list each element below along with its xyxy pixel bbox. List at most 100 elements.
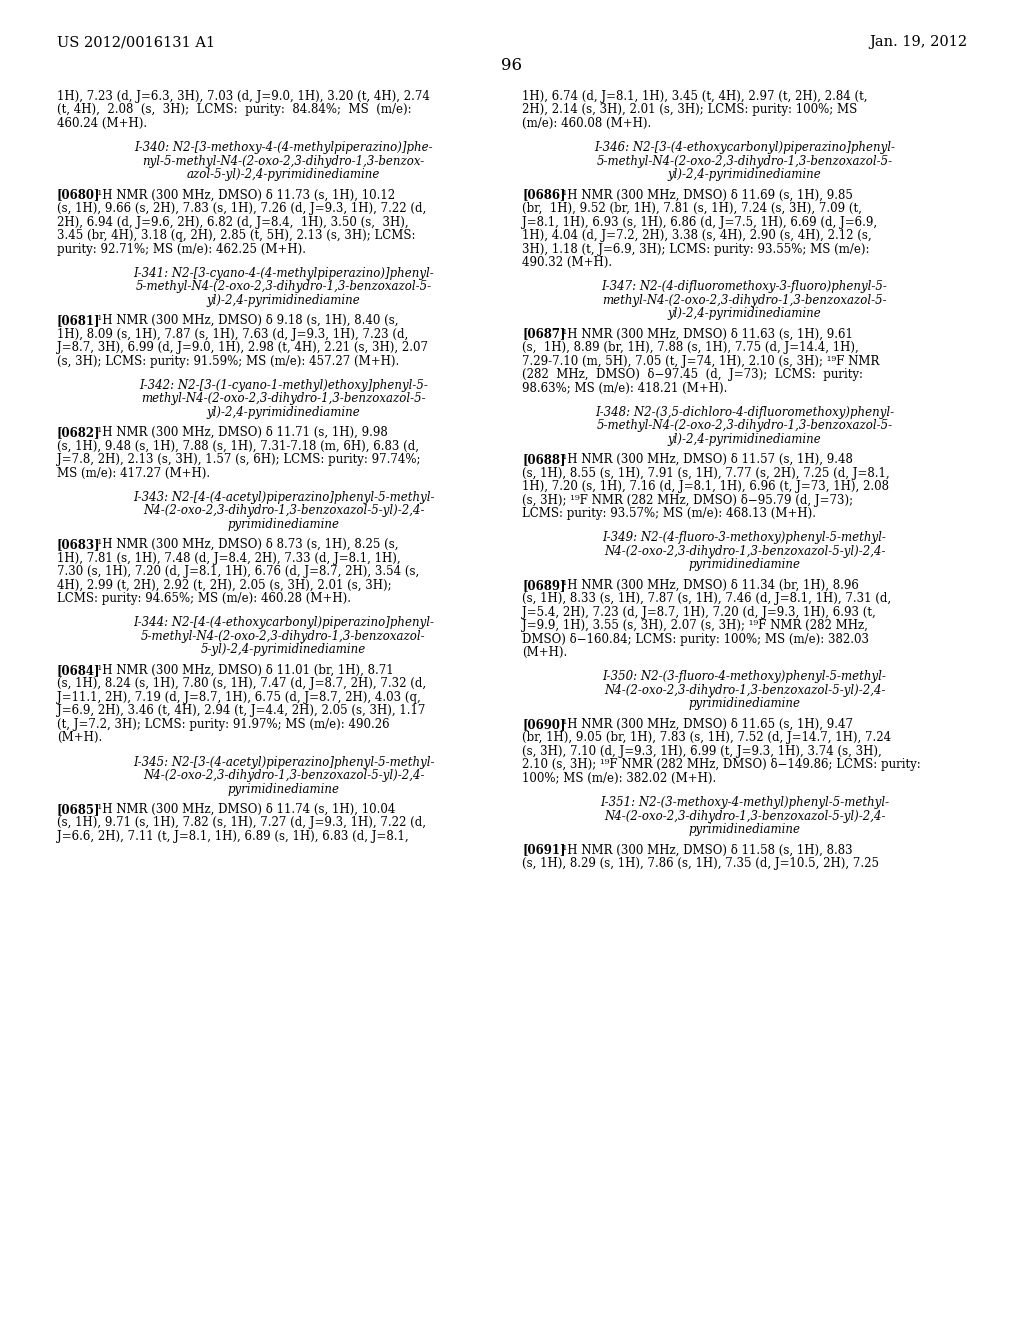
Text: yl)-2,4-pyrimidinediamine: yl)-2,4-pyrimidinediamine xyxy=(668,433,821,446)
Text: LCMS: purity: 93.57%; MS (m/e): 468.13 (M+H).: LCMS: purity: 93.57%; MS (m/e): 468.13 (… xyxy=(522,507,816,520)
Text: (br, 1H), 9.05 (br, 1H), 7.83 (s, 1H), 7.52 (d, J=14.7, 1H), 7.24: (br, 1H), 9.05 (br, 1H), 7.83 (s, 1H), 7… xyxy=(522,731,891,744)
Text: yl)-2,4-pyrimidinediamine: yl)-2,4-pyrimidinediamine xyxy=(668,168,821,181)
Text: I-348: N2-(3,5-dichloro-4-difluoromethoxy)phenyl-: I-348: N2-(3,5-dichloro-4-difluoromethox… xyxy=(595,405,894,418)
Text: 7.29-7.10 (m, 5H), 7.05 (t, J=74, 1H), 2.10 (s, 3H); ¹⁹F NMR: 7.29-7.10 (m, 5H), 7.05 (t, J=74, 1H), 2… xyxy=(522,355,880,367)
Text: I-351: N2-(3-methoxy-4-methyl)phenyl-5-methyl-: I-351: N2-(3-methoxy-4-methyl)phenyl-5-m… xyxy=(600,796,889,809)
Text: (br,  1H), 9.52 (br, 1H), 7.81 (s, 1H), 7.24 (s, 3H), 7.09 (t,: (br, 1H), 9.52 (br, 1H), 7.81 (s, 1H), 7… xyxy=(522,202,862,215)
Text: J=6.9, 2H), 3.46 (t, 4H), 2.94 (t, J=4.4, 2H), 2.05 (s, 3H), 1.17: J=6.9, 2H), 3.46 (t, 4H), 2.94 (t, J=4.4… xyxy=(57,705,425,717)
Text: J=5.4, 2H), 7.23 (d, J=8.7, 1H), 7.20 (d, J=9.3, 1H), 6.93 (t,: J=5.4, 2H), 7.23 (d, J=8.7, 1H), 7.20 (d… xyxy=(522,606,876,619)
Text: [0684]: [0684] xyxy=(57,664,100,677)
Text: LCMS: purity: 94.65%; MS (m/e): 460.28 (M+H).: LCMS: purity: 94.65%; MS (m/e): 460.28 (… xyxy=(57,593,351,605)
Text: J=8.1, 1H), 6.93 (s, 1H), 6.86 (d, J=7.5, 1H), 6.69 (d, J=6.9,: J=8.1, 1H), 6.93 (s, 1H), 6.86 (d, J=7.5… xyxy=(522,215,878,228)
Text: 3.45 (br, 4H), 3.18 (q, 2H), 2.85 (t, 5H), 2.13 (s, 3H); LCMS:: 3.45 (br, 4H), 3.18 (q, 2H), 2.85 (t, 5H… xyxy=(57,230,416,242)
Text: 5-methyl-N4-(2-oxo-2,3-dihydro-1,3-benzoxazol-: 5-methyl-N4-(2-oxo-2,3-dihydro-1,3-benzo… xyxy=(141,630,426,643)
Text: N4-(2-oxo-2,3-dihydro-1,3-benzoxazol-5-yl)-2,4-: N4-(2-oxo-2,3-dihydro-1,3-benzoxazol-5-y… xyxy=(604,545,886,558)
Text: I-344: N2-[4-(4-ethoxycarbonyl)piperazino]phenyl-: I-344: N2-[4-(4-ethoxycarbonyl)piperazin… xyxy=(133,616,434,630)
Text: I-350: N2-(3-fluoro-4-methoxy)phenyl-5-methyl-: I-350: N2-(3-fluoro-4-methoxy)phenyl-5-m… xyxy=(602,671,887,684)
Text: I-347: N2-(4-difluoromethoxy-3-fluoro)phenyl-5-: I-347: N2-(4-difluoromethoxy-3-fluoro)ph… xyxy=(601,280,888,293)
Text: ¹H NMR (300 MHz, DMSO) δ 11.69 (s, 1H), 9.85: ¹H NMR (300 MHz, DMSO) δ 11.69 (s, 1H), … xyxy=(555,189,852,202)
Text: 96: 96 xyxy=(502,57,522,74)
Text: 1H), 6.74 (d, J=8.1, 1H), 3.45 (t, 4H), 2.97 (t, 2H), 2.84 (t,: 1H), 6.74 (d, J=8.1, 1H), 3.45 (t, 4H), … xyxy=(522,90,867,103)
Text: ¹H NMR (300 MHz, DMSO) δ 11.74 (s, 1H), 10.04: ¹H NMR (300 MHz, DMSO) δ 11.74 (s, 1H), … xyxy=(90,803,395,816)
Text: (t, J=7.2, 3H); LCMS: purity: 91.97%; MS (m/e): 490.26: (t, J=7.2, 3H); LCMS: purity: 91.97%; MS… xyxy=(57,718,389,731)
Text: J=8.7, 3H), 6.99 (d, J=9.0, 1H), 2.98 (t, 4H), 2.21 (s, 3H), 2.07: J=8.7, 3H), 6.99 (d, J=9.0, 1H), 2.98 (t… xyxy=(57,341,428,354)
Text: [0686]: [0686] xyxy=(522,189,565,202)
Text: [0689]: [0689] xyxy=(522,578,565,591)
Text: I-345: N2-[3-(4-acetyl)piperazino]phenyl-5-methyl-: I-345: N2-[3-(4-acetyl)piperazino]phenyl… xyxy=(133,755,434,768)
Text: azol-5-yl)-2,4-pyrimidinediamine: azol-5-yl)-2,4-pyrimidinediamine xyxy=(186,168,380,181)
Text: yl)-2,4-pyrimidinediamine: yl)-2,4-pyrimidinediamine xyxy=(207,294,360,306)
Text: ¹H NMR (300 MHz, DMSO) δ 8.73 (s, 1H), 8.25 (s,: ¹H NMR (300 MHz, DMSO) δ 8.73 (s, 1H), 8… xyxy=(90,539,398,552)
Text: pyrimidinediamine: pyrimidinediamine xyxy=(688,697,801,710)
Text: US 2012/0016131 A1: US 2012/0016131 A1 xyxy=(57,36,215,49)
Text: 1H), 4.04 (d, J=7.2, 2H), 3.38 (s, 4H), 2.90 (s, 4H), 2.12 (s,: 1H), 4.04 (d, J=7.2, 2H), 3.38 (s, 4H), … xyxy=(522,230,871,242)
Text: 490.32 (M+H).: 490.32 (M+H). xyxy=(522,256,612,269)
Text: [0690]: [0690] xyxy=(522,718,565,731)
Text: 5-methyl-N4-(2-oxo-2,3-dihydro-1,3-benzoxazol-5-: 5-methyl-N4-(2-oxo-2,3-dihydro-1,3-benzo… xyxy=(135,280,431,293)
Text: (m/e): 460.08 (M+H).: (m/e): 460.08 (M+H). xyxy=(522,117,651,129)
Text: ¹H NMR (300 MHz, DMSO) δ 11.57 (s, 1H), 9.48: ¹H NMR (300 MHz, DMSO) δ 11.57 (s, 1H), … xyxy=(555,453,852,466)
Text: [0688]: [0688] xyxy=(522,453,565,466)
Text: I-342: N2-[3-(1-cyano-1-methyl)ethoxy]phenyl-5-: I-342: N2-[3-(1-cyano-1-methyl)ethoxy]ph… xyxy=(139,379,428,392)
Text: purity: 92.71%; MS (m/e): 462.25 (M+H).: purity: 92.71%; MS (m/e): 462.25 (M+H). xyxy=(57,243,306,256)
Text: 1H), 7.23 (d, J=6.3, 3H), 7.03 (d, J=9.0, 1H), 3.20 (t, 4H), 2.74: 1H), 7.23 (d, J=6.3, 3H), 7.03 (d, J=9.0… xyxy=(57,90,430,103)
Text: ¹H NMR (300 MHz, DMSO) δ 11.34 (br, 1H), 8.96: ¹H NMR (300 MHz, DMSO) δ 11.34 (br, 1H),… xyxy=(555,578,858,591)
Text: 2.10 (s, 3H); ¹⁹F NMR (282 MHz, DMSO) δ−149.86; LCMS: purity:: 2.10 (s, 3H); ¹⁹F NMR (282 MHz, DMSO) δ−… xyxy=(522,758,921,771)
Text: [0687]: [0687] xyxy=(522,327,565,341)
Text: yl)-2,4-pyrimidinediamine: yl)-2,4-pyrimidinediamine xyxy=(668,308,821,321)
Text: J=6.6, 2H), 7.11 (t, J=8.1, 1H), 6.89 (s, 1H), 6.83 (d, J=8.1,: J=6.6, 2H), 7.11 (t, J=8.1, 1H), 6.89 (s… xyxy=(57,830,409,842)
Text: ¹H NMR (300 MHz, DMSO) δ 9.18 (s, 1H), 8.40 (s,: ¹H NMR (300 MHz, DMSO) δ 9.18 (s, 1H), 8… xyxy=(90,314,398,327)
Text: (s, 1H), 9.48 (s, 1H), 7.88 (s, 1H), 7.31-7.18 (m, 6H), 6.83 (d,: (s, 1H), 9.48 (s, 1H), 7.88 (s, 1H), 7.3… xyxy=(57,440,419,453)
Text: [0685]: [0685] xyxy=(57,803,100,816)
Text: ¹H NMR (300 MHz, DMSO) δ 11.65 (s, 1H), 9.47: ¹H NMR (300 MHz, DMSO) δ 11.65 (s, 1H), … xyxy=(555,718,853,731)
Text: DMSO) δ−160.84; LCMS: purity: 100%; MS (m/e): 382.03: DMSO) δ−160.84; LCMS: purity: 100%; MS (… xyxy=(522,632,869,645)
Text: I-340: N2-[3-methoxy-4-(4-methylpiperazino)]phe-: I-340: N2-[3-methoxy-4-(4-methylpiperazi… xyxy=(134,141,433,154)
Text: 1H), 8.09 (s, 1H), 7.87 (s, 1H), 7.63 (d, J=9.3, 1H), 7.23 (d,: 1H), 8.09 (s, 1H), 7.87 (s, 1H), 7.63 (d… xyxy=(57,327,409,341)
Text: (s, 1H), 9.66 (s, 2H), 7.83 (s, 1H), 7.26 (d, J=9.3, 1H), 7.22 (d,: (s, 1H), 9.66 (s, 2H), 7.83 (s, 1H), 7.2… xyxy=(57,202,426,215)
Text: pyrimidinediamine: pyrimidinediamine xyxy=(227,783,340,796)
Text: N4-(2-oxo-2,3-dihydro-1,3-benzoxazol-5-yl)-2,4-: N4-(2-oxo-2,3-dihydro-1,3-benzoxazol-5-y… xyxy=(142,770,424,781)
Text: ¹H NMR (300 MHz, DMSO) δ 11.71 (s, 1H), 9.98: ¹H NMR (300 MHz, DMSO) δ 11.71 (s, 1H), … xyxy=(90,426,387,440)
Text: MS (m/e): 417.27 (M+H).: MS (m/e): 417.27 (M+H). xyxy=(57,467,210,479)
Text: [0683]: [0683] xyxy=(57,539,100,552)
Text: J=11.1, 2H), 7.19 (d, J=8.7, 1H), 6.75 (d, J=8.7, 2H), 4.03 (q,: J=11.1, 2H), 7.19 (d, J=8.7, 1H), 6.75 (… xyxy=(57,690,421,704)
Text: [0691]: [0691] xyxy=(522,843,565,857)
Text: 460.24 (M+H).: 460.24 (M+H). xyxy=(57,117,147,129)
Text: (s, 1H), 9.71 (s, 1H), 7.82 (s, 1H), 7.27 (d, J=9.3, 1H), 7.22 (d,: (s, 1H), 9.71 (s, 1H), 7.82 (s, 1H), 7.2… xyxy=(57,816,426,829)
Text: yl)-2,4-pyrimidinediamine: yl)-2,4-pyrimidinediamine xyxy=(207,405,360,418)
Text: J=9.9, 1H), 3.55 (s, 3H), 2.07 (s, 3H); ¹⁹F NMR (282 MHz,: J=9.9, 1H), 3.55 (s, 3H), 2.07 (s, 3H); … xyxy=(522,619,868,632)
Text: I-341: N2-[3-cyano-4-(4-methylpiperazino)]phenyl-: I-341: N2-[3-cyano-4-(4-methylpiperazino… xyxy=(133,267,434,280)
Text: [0682]: [0682] xyxy=(57,426,100,440)
Text: 98.63%; MS (m/e): 418.21 (M+H).: 98.63%; MS (m/e): 418.21 (M+H). xyxy=(522,381,727,395)
Text: methyl-N4-(2-oxo-2,3-dihydro-1,3-benzoxazol-5-: methyl-N4-(2-oxo-2,3-dihydro-1,3-benzoxa… xyxy=(141,392,426,405)
Text: pyrimidinediamine: pyrimidinediamine xyxy=(688,558,801,572)
Text: I-349: N2-(4-fluoro-3-methoxy)phenyl-5-methyl-: I-349: N2-(4-fluoro-3-methoxy)phenyl-5-m… xyxy=(602,532,887,544)
Text: I-346: N2-[3-(4-ethoxycarbonyl)piperazino]phenyl-: I-346: N2-[3-(4-ethoxycarbonyl)piperazin… xyxy=(594,141,895,154)
Text: ¹H NMR (300 MHz, DMSO) δ 11.73 (s, 1H), 10.12: ¹H NMR (300 MHz, DMSO) δ 11.73 (s, 1H), … xyxy=(90,189,394,202)
Text: 5-yl)-2,4-pyrimidinediamine: 5-yl)-2,4-pyrimidinediamine xyxy=(201,643,367,656)
Text: ¹H NMR (300 MHz, DMSO) δ 11.63 (s, 1H), 9.61: ¹H NMR (300 MHz, DMSO) δ 11.63 (s, 1H), … xyxy=(555,327,852,341)
Text: nyl-5-methyl-N4-(2-oxo-2,3-dihydro-1,3-benzox-: nyl-5-methyl-N4-(2-oxo-2,3-dihydro-1,3-b… xyxy=(142,154,425,168)
Text: (s,  1H), 8.89 (br, 1H), 7.88 (s, 1H), 7.75 (d, J=14.4, 1H),: (s, 1H), 8.89 (br, 1H), 7.88 (s, 1H), 7.… xyxy=(522,341,859,354)
Text: pyrimidinediamine: pyrimidinediamine xyxy=(688,824,801,836)
Text: N4-(2-oxo-2,3-dihydro-1,3-benzoxazol-5-yl)-2,4-: N4-(2-oxo-2,3-dihydro-1,3-benzoxazol-5-y… xyxy=(604,684,886,697)
Text: (s, 1H), 8.33 (s, 1H), 7.87 (s, 1H), 7.46 (d, J=8.1, 1H), 7.31 (d,: (s, 1H), 8.33 (s, 1H), 7.87 (s, 1H), 7.4… xyxy=(522,593,891,605)
Text: ¹H NMR (300 MHz, DMSO) δ 11.58 (s, 1H), 8.83: ¹H NMR (300 MHz, DMSO) δ 11.58 (s, 1H), … xyxy=(555,843,852,857)
Text: (M+H).: (M+H). xyxy=(522,647,567,659)
Text: (s, 1H), 8.24 (s, 1H), 7.80 (s, 1H), 7.47 (d, J=8.7, 2H), 7.32 (d,: (s, 1H), 8.24 (s, 1H), 7.80 (s, 1H), 7.4… xyxy=(57,677,426,690)
Text: 5-methyl-N4-(2-oxo-2,3-dihydro-1,3-benzoxazol-5-: 5-methyl-N4-(2-oxo-2,3-dihydro-1,3-benzo… xyxy=(596,154,893,168)
Text: N4-(2-oxo-2,3-dihydro-1,3-benzoxazol-5-yl)-2,4-: N4-(2-oxo-2,3-dihydro-1,3-benzoxazol-5-y… xyxy=(604,809,886,822)
Text: (t, 4H),  2.08  (s,  3H);  LCMS:  purity:  84.84%;  MS  (m/e):: (t, 4H), 2.08 (s, 3H); LCMS: purity: 84.… xyxy=(57,103,412,116)
Text: (s, 3H); LCMS: purity: 91.59%; MS (m/e): 457.27 (M+H).: (s, 3H); LCMS: purity: 91.59%; MS (m/e):… xyxy=(57,355,399,367)
Text: 2H), 2.14 (s, 3H), 2.01 (s, 3H); LCMS: purity: 100%; MS: 2H), 2.14 (s, 3H), 2.01 (s, 3H); LCMS: p… xyxy=(522,103,857,116)
Text: 1H), 7.20 (s, 1H), 7.16 (d, J=8.1, 1H), 6.96 (t, J=73, 1H), 2.08: 1H), 7.20 (s, 1H), 7.16 (d, J=8.1, 1H), … xyxy=(522,480,889,494)
Text: 5-methyl-N4-(2-oxo-2,3-dihydro-1,3-benzoxazol-5-: 5-methyl-N4-(2-oxo-2,3-dihydro-1,3-benzo… xyxy=(596,420,893,433)
Text: (282  MHz,  DMSO)  δ−97.45  (d,  J=73);  LCMS:  purity:: (282 MHz, DMSO) δ−97.45 (d, J=73); LCMS:… xyxy=(522,368,863,381)
Text: 3H), 1.18 (t, J=6.9, 3H); LCMS: purity: 93.55%; MS (m/e):: 3H), 1.18 (t, J=6.9, 3H); LCMS: purity: … xyxy=(522,243,869,256)
Text: 2H), 6.94 (d, J=9.6, 2H), 6.82 (d, J=8.4,  1H), 3.50 (s,  3H),: 2H), 6.94 (d, J=9.6, 2H), 6.82 (d, J=8.4… xyxy=(57,215,409,228)
Text: (s, 1H), 8.55 (s, 1H), 7.91 (s, 1H), 7.77 (s, 2H), 7.25 (d, J=8.1,: (s, 1H), 8.55 (s, 1H), 7.91 (s, 1H), 7.7… xyxy=(522,467,890,479)
Text: N4-(2-oxo-2,3-dihydro-1,3-benzoxazol-5-yl)-2,4-: N4-(2-oxo-2,3-dihydro-1,3-benzoxazol-5-y… xyxy=(142,504,424,517)
Text: ¹H NMR (300 MHz, DMSO) δ 11.01 (br, 1H), 8.71: ¹H NMR (300 MHz, DMSO) δ 11.01 (br, 1H),… xyxy=(90,664,393,677)
Text: I-343: N2-[4-(4-acetyl)piperazino]phenyl-5-methyl-: I-343: N2-[4-(4-acetyl)piperazino]phenyl… xyxy=(133,491,434,504)
Text: (s, 3H), 7.10 (d, J=9.3, 1H), 6.99 (t, J=9.3, 1H), 3.74 (s, 3H),: (s, 3H), 7.10 (d, J=9.3, 1H), 6.99 (t, J… xyxy=(522,744,882,758)
